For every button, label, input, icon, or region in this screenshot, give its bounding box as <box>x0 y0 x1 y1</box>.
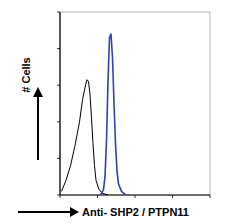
series-group <box>62 34 127 195</box>
histogram-curve <box>62 80 109 195</box>
y-tick <box>57 12 60 13</box>
x-arrow <box>18 211 72 213</box>
chart: # Cells Anti- SHP2 / PTPN11 <box>0 0 234 224</box>
y-tick <box>57 121 60 122</box>
x-tick <box>172 195 173 198</box>
y-axis <box>59 12 60 195</box>
y-tick <box>57 158 60 159</box>
y-tick <box>57 195 60 196</box>
plot-frame <box>60 12 210 195</box>
x-label: Anti- SHP2 / PTPN11 <box>82 206 189 218</box>
y-tick <box>57 48 60 49</box>
y-tick <box>57 85 60 86</box>
y-arrowhead <box>33 87 43 97</box>
x-tick <box>135 195 136 198</box>
x-arrowhead <box>70 207 79 217</box>
histogram-curve <box>101 34 127 195</box>
x-tick <box>97 195 98 198</box>
x-tick <box>210 195 211 198</box>
y-label: # Cells <box>20 57 32 92</box>
x-tick <box>60 195 61 198</box>
y-arrow <box>37 95 39 160</box>
